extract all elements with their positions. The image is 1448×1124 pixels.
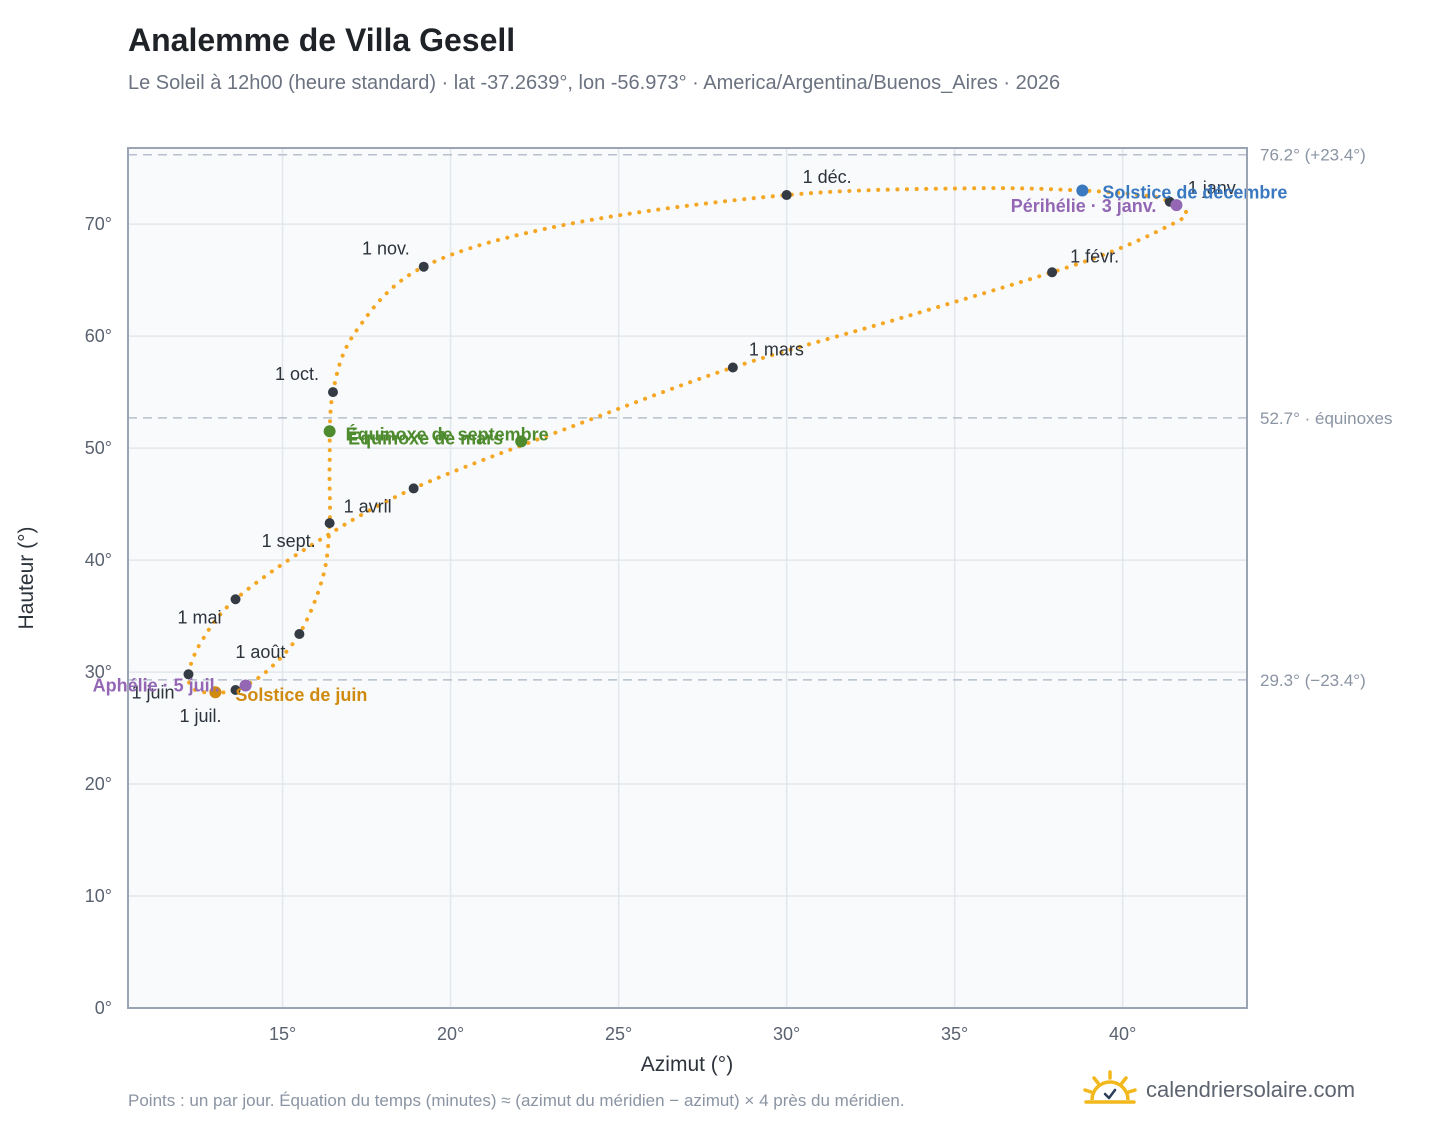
brand-name: calendriersolaire.com [1146, 1077, 1356, 1102]
event-marker [515, 435, 528, 448]
reference-line-label: 52.7° · équinoxes [1260, 409, 1393, 428]
event-label: Équinoxe de septembre [346, 423, 549, 444]
month-marker [418, 261, 429, 272]
month-marker-label: 1 déc. [803, 167, 852, 187]
x-axis-label: Azimut (°) [641, 1053, 733, 1076]
month-marker-label: 1 oct. [275, 364, 319, 384]
event-label: Équinoxe de mars [348, 427, 503, 448]
month-marker [294, 628, 305, 639]
analemma-curve [186, 186, 1189, 695]
x-axis-ticks: 15° 20° 25° 30° 35° 40° [269, 1024, 1136, 1044]
x-tick-label: 30° [773, 1024, 800, 1044]
chart-title: Analemme de Villa Gesell [128, 22, 516, 58]
event-marker [239, 679, 252, 692]
x-tick-label: 20° [437, 1024, 464, 1044]
event-marker [1170, 199, 1183, 212]
y-tick-label: 10° [85, 886, 112, 906]
reference-line-label: 76.2° (+23.4°) [1260, 146, 1366, 165]
y-tick-label: 50° [85, 438, 112, 458]
x-tick-label: 35° [941, 1024, 968, 1044]
plot-background [128, 148, 1247, 1008]
event-marker [323, 425, 336, 438]
x-tick-label: 15° [269, 1024, 296, 1044]
event-label: Périhélie · 3 janv. [1011, 196, 1157, 216]
month-marker [408, 483, 419, 494]
y-tick-label: 60° [85, 326, 112, 346]
month-marker [230, 684, 241, 695]
month-marker-label: 1 nov. [362, 239, 410, 259]
month-marker-label: 1 mars [749, 339, 804, 359]
footnote: Points : un par jour. Équation du temps … [128, 1091, 905, 1110]
month-marker-label: 1 mai [178, 607, 222, 627]
month-marker [727, 362, 738, 373]
month-marker-label: 1 févr. [1070, 246, 1119, 266]
month-marker-label: 1 janv. [1188, 178, 1240, 198]
month-marker-label: 1 juil. [180, 706, 222, 726]
reference-lines: 76.2° (+23.4°) 52.7° · équinoxes 29.3° (−2… [128, 146, 1393, 690]
month-marker [781, 190, 792, 201]
event-marker [1076, 184, 1089, 197]
x-tick-label: 25° [605, 1024, 632, 1044]
event-label: Solstice de décembre [1102, 183, 1287, 203]
brand[interactable]: calendriersolaire.com [1082, 1070, 1355, 1110]
event-label: Aphélie · 5 juil. [93, 676, 220, 696]
y-tick-label: 0° [95, 998, 112, 1018]
month-marker [183, 669, 194, 680]
event-marker [209, 686, 222, 699]
month-marker [324, 518, 335, 529]
chart-subtitle: Le Soleil à 12h00 (heure standard) · lat… [128, 72, 1061, 94]
month-marker [1047, 267, 1058, 278]
y-tick-label: 30° [85, 662, 112, 682]
month-markers: 1 janv. 1 févr. 1 mars 1 avril 1 mai 1 juin 1 … [131, 167, 1239, 726]
month-marker-label: 1 avril [344, 496, 392, 516]
y-tick-label: 70° [85, 214, 112, 234]
y-tick-label: 40° [85, 550, 112, 570]
month-marker-label: 1 août [235, 642, 285, 662]
month-marker-label: 1 juin [131, 682, 174, 702]
y-axis-ticks: 0° 10° 20° 30° 40° 50° 60° 70° [85, 214, 112, 1018]
month-marker-label: 1 sept. [262, 531, 316, 551]
plot-frame [127, 147, 1248, 1009]
month-marker [230, 594, 241, 605]
y-axis-label: Hauteur (°) [15, 527, 38, 630]
x-tick-label: 40° [1109, 1024, 1136, 1044]
month-marker [327, 387, 338, 398]
sun-logo-icon [1083, 1070, 1137, 1104]
reference-line-label: 29.3° (−23.4°) [1260, 671, 1366, 690]
y-tick-label: 20° [85, 774, 112, 794]
event-label: Solstice de juin [235, 685, 367, 705]
